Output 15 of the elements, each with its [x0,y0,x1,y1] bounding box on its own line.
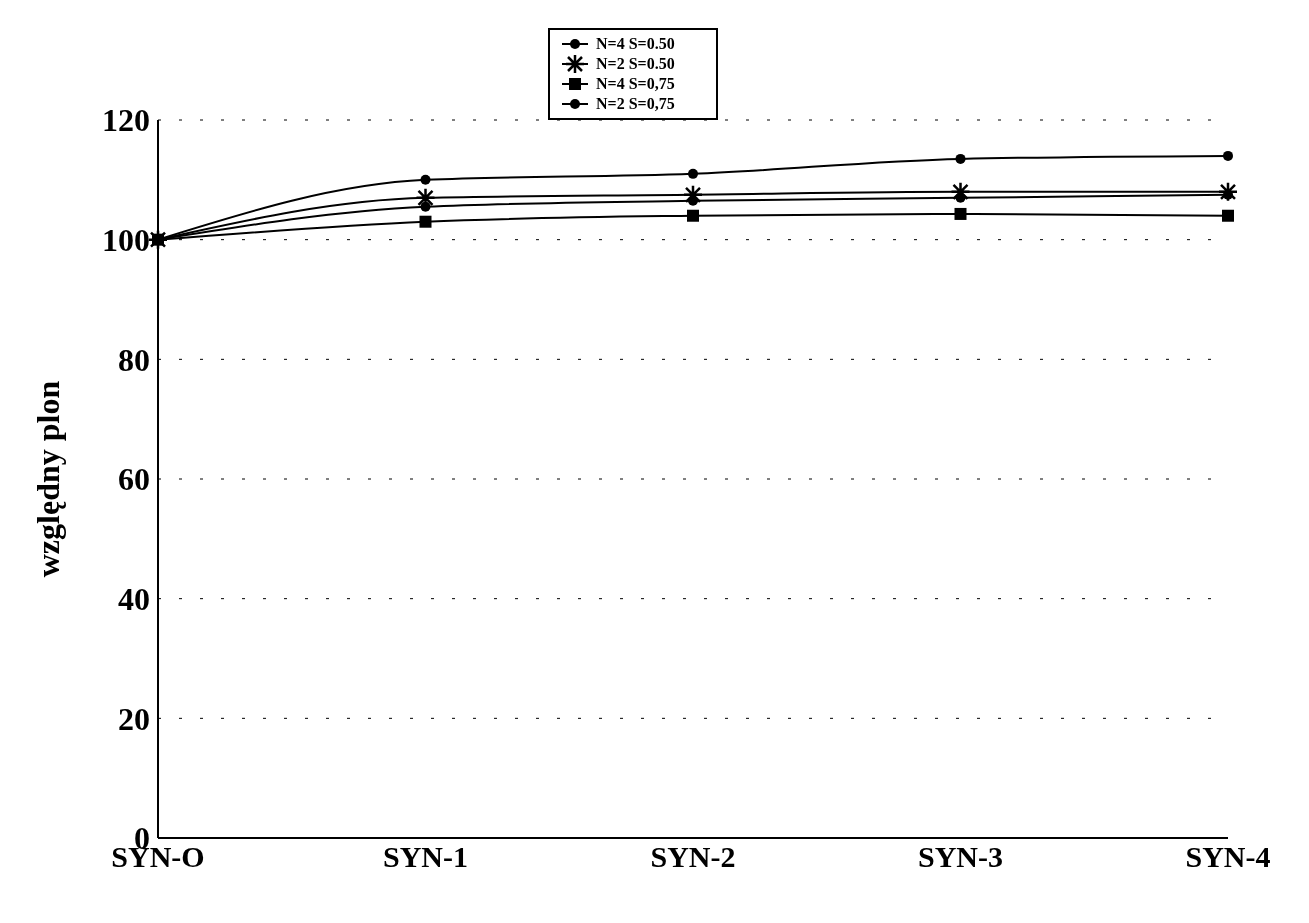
x-tick-label: SYN-4 [1185,840,1271,874]
x-tick-label: SYN-2 [650,840,736,874]
y-tick-label: 40 [118,581,150,618]
y-tick-label: 100 [102,222,150,259]
legend-label: N=2 S=0,75 [596,95,675,113]
x-tick-label: SYN-3 [917,840,1004,874]
y-tick-label: 120 [102,102,150,139]
legend-label: N=4 S=0,75 [596,75,675,93]
y-tick-label: 80 [118,341,150,378]
y-tick-label: 20 [118,700,150,737]
legend-label: N=4 S=0.50 [596,35,675,53]
x-tick-label: SYN-1 [382,840,469,874]
legend-label: N=2 S=0.50 [596,55,675,73]
y-tick-label: 60 [118,461,150,498]
y-axis-title: względny plon [30,380,67,578]
